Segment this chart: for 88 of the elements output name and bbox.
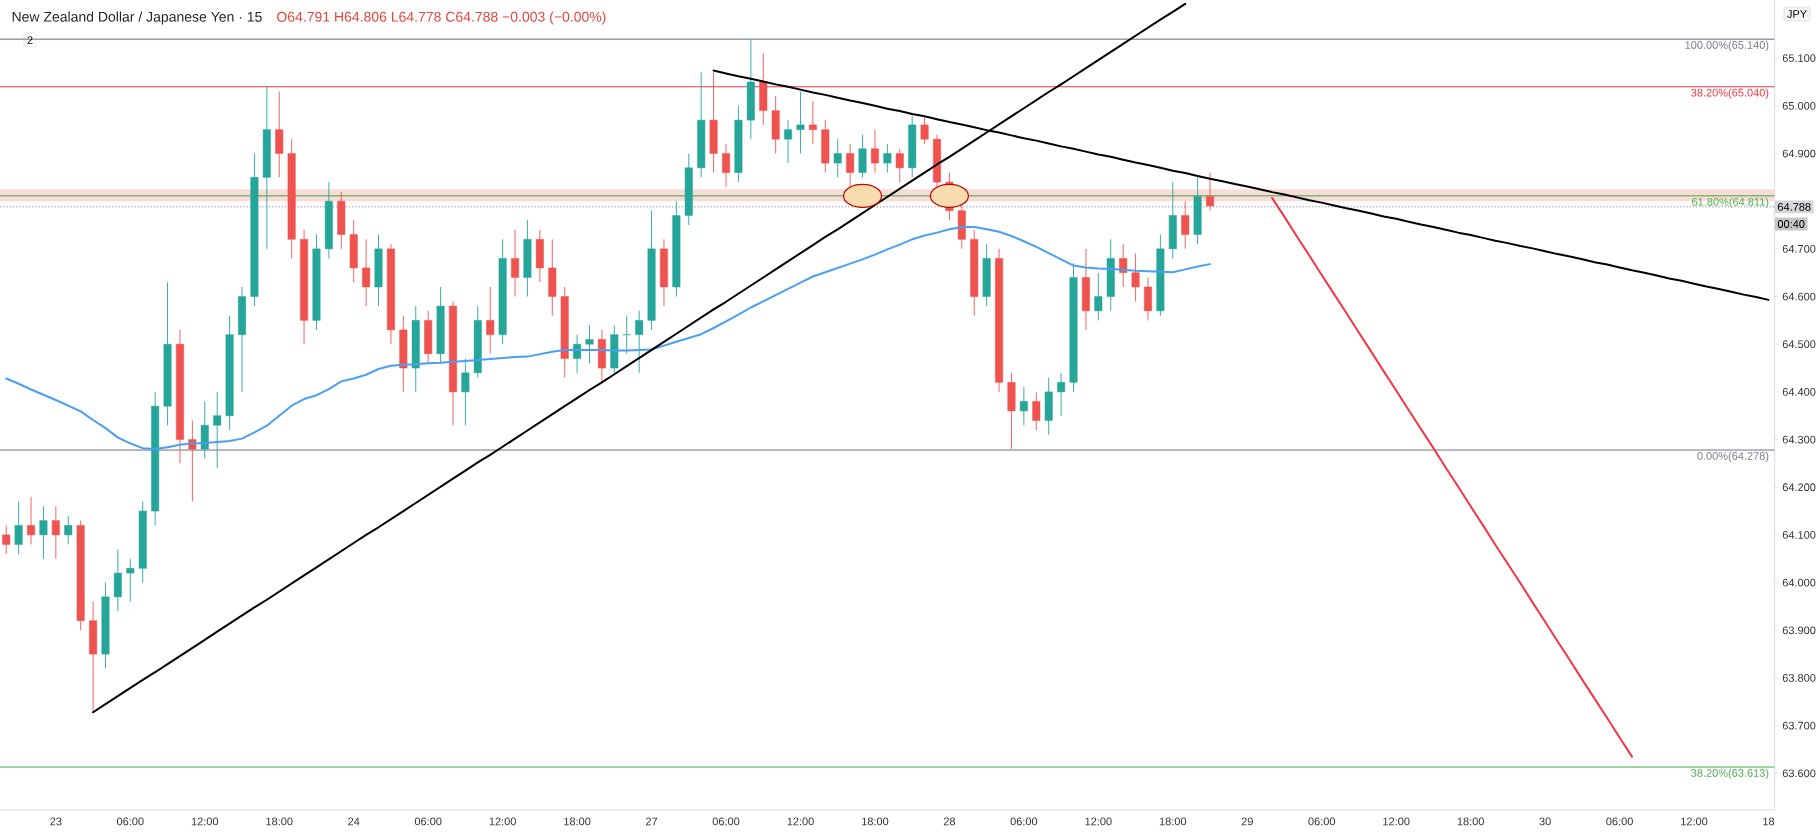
x-tick-label: 12:00 bbox=[1085, 817, 1112, 826]
candlestick bbox=[585, 324, 594, 364]
candlestick bbox=[622, 315, 631, 355]
x-tick-label: 23 bbox=[50, 817, 62, 826]
y-tick-label: 64.900 bbox=[1782, 149, 1816, 158]
y-tick-label: 64.700 bbox=[1782, 244, 1816, 253]
x-tick-label: 12:00 bbox=[1383, 817, 1410, 826]
candlestick bbox=[920, 114, 929, 145]
x-tick-label: 18:00 bbox=[862, 817, 889, 826]
candlestick bbox=[1181, 200, 1190, 250]
candlestick bbox=[39, 505, 48, 560]
x-tick-label: 12:00 bbox=[787, 817, 814, 826]
text: O64.791 H64.806 L64.778 C64.788 −0.003 (−0.00%) bbox=[277, 11, 606, 25]
x-tick-label: 29 bbox=[1241, 817, 1253, 826]
candlestick bbox=[362, 238, 371, 307]
candlestick bbox=[461, 358, 470, 426]
candlestick bbox=[796, 91, 805, 154]
x-tick-label: 06:00 bbox=[116, 817, 144, 826]
x-tick-label: 18:00 bbox=[266, 817, 293, 826]
candlestick bbox=[858, 133, 867, 178]
candlestick bbox=[51, 505, 60, 560]
text: JPY bbox=[1787, 10, 1807, 18]
text: 00:40 bbox=[1777, 220, 1805, 228]
y-tick-label: 64.300 bbox=[1782, 435, 1816, 444]
x-tick-label: 18:00 bbox=[564, 817, 591, 826]
ref-line-label: 0.00%(64.278) bbox=[1697, 451, 1769, 462]
ref-line-label: 64.788 bbox=[1777, 203, 1811, 211]
y-tick-label: 64.400 bbox=[1782, 388, 1816, 396]
candlestick bbox=[1094, 272, 1103, 321]
candlestick bbox=[1144, 277, 1152, 321]
y-tick-label: 63.900 bbox=[1782, 626, 1816, 635]
candlestick bbox=[883, 143, 892, 174]
candlestick bbox=[722, 143, 730, 188]
y-tick-label: 64.600 bbox=[1782, 292, 1816, 301]
candlestick bbox=[870, 129, 879, 174]
x-tick-label: 06:00 bbox=[712, 817, 740, 826]
candlestick bbox=[1206, 172, 1215, 212]
candlestick bbox=[1019, 386, 1028, 426]
candlestick bbox=[895, 148, 904, 183]
x-tick-label: 06:00 bbox=[1308, 817, 1336, 826]
x-tick-label: 06:00 bbox=[1606, 817, 1633, 826]
candlestick bbox=[511, 229, 520, 297]
candlestick bbox=[635, 310, 644, 374]
x-tick-label: 24 bbox=[348, 817, 360, 826]
x-tick-label: 12:00 bbox=[1681, 817, 1708, 826]
text: New Zealand Dollar / Japanese Yen · 15 bbox=[12, 11, 262, 25]
candlestick bbox=[1057, 372, 1066, 417]
candlestick bbox=[1119, 243, 1128, 288]
candlestick bbox=[486, 286, 495, 355]
candlestick bbox=[200, 400, 209, 460]
x-tick-label: 30 bbox=[1539, 817, 1551, 826]
x-tick-label: 28 bbox=[943, 817, 956, 826]
candlestick bbox=[188, 420, 197, 502]
candlestick bbox=[784, 119, 793, 164]
candlestick bbox=[126, 558, 135, 603]
y-tick-label: 63.700 bbox=[1782, 721, 1816, 730]
y-tick-label: 63.600 bbox=[1782, 769, 1816, 778]
annotation: 2 bbox=[27, 36, 33, 44]
x-tick-label: 18:00 bbox=[1457, 817, 1484, 826]
ref-line-label: 38.20%(65.040) bbox=[1691, 88, 1769, 99]
y-tick-label: 64.000 bbox=[1782, 578, 1816, 587]
ref-line-label: 38.20%(63.613) bbox=[1691, 768, 1769, 780]
y-tick-label: 63.800 bbox=[1782, 674, 1816, 682]
ref-line-label: 100.00%(65.140) bbox=[1685, 40, 1769, 52]
candlestick bbox=[64, 515, 73, 545]
x-tick-label: 18:00 bbox=[1159, 817, 1187, 826]
x-tick-label: 18 bbox=[1763, 817, 1775, 826]
ref-line-label: 61.80%(64.811) bbox=[1692, 197, 1769, 208]
candlestick bbox=[2, 524, 11, 555]
x-tick-label: 27 bbox=[645, 817, 658, 826]
x-tick-label: 12:00 bbox=[191, 817, 219, 826]
y-tick-label: 64.500 bbox=[1782, 340, 1816, 349]
x-tick-label: 06:00 bbox=[414, 817, 442, 826]
y-tick-label: 65.100 bbox=[1782, 54, 1816, 63]
candlestick bbox=[1131, 253, 1140, 302]
candlestick bbox=[113, 548, 122, 612]
x-tick-label: 06:00 bbox=[1010, 817, 1038, 826]
y-tick-label: 65.000 bbox=[1782, 101, 1816, 110]
x-tick-label: 12:00 bbox=[489, 817, 516, 826]
candlestick bbox=[213, 391, 222, 469]
candlestick bbox=[808, 100, 817, 145]
candlestick bbox=[833, 138, 842, 178]
candlestick bbox=[27, 496, 35, 545]
candlestick bbox=[275, 91, 284, 178]
y-tick-label: 64.100 bbox=[1782, 531, 1816, 539]
candlestick bbox=[14, 501, 23, 555]
candlestick bbox=[1032, 391, 1041, 431]
y-tick-label: 64.200 bbox=[1782, 483, 1816, 492]
